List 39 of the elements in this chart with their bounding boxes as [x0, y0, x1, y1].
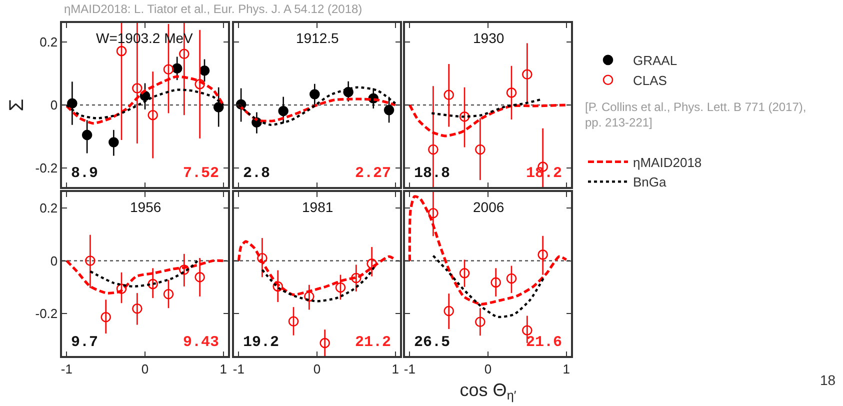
annotation: 2.8	[243, 165, 270, 182]
text: [P. Collins et al., Phys. Lett. B 771 (2017), pp. 213-221]	[585, 100, 806, 130]
x-tick-label: 0	[313, 361, 321, 376]
x-tick-label: -1	[232, 361, 244, 376]
x-tick-label: 1	[392, 361, 399, 376]
text: 1912.5	[296, 30, 340, 46]
annotation: 2.27	[355, 165, 392, 182]
annotation: 9.43	[183, 334, 220, 351]
legend-label: ηMAID2018	[633, 154, 702, 170]
y-tick-label: -0.2	[35, 160, 58, 176]
annotation: 8.9	[71, 165, 98, 182]
x-axis-title: cos Θ$_{η′}$	[460, 380, 517, 403]
x-tick-label: -1	[404, 361, 416, 376]
y-tick-label: 0	[50, 98, 58, 113]
legend-label: CLAS	[633, 72, 668, 88]
y-tick-label: 0	[50, 253, 58, 268]
annotation: 19.2	[243, 334, 280, 351]
text: 2006	[473, 199, 504, 215]
x-tick-label: 1	[562, 361, 570, 376]
text: ηMAID2018: L. Tiator et al., Eur. Phys. J. A 54.12 (2018)	[64, 2, 362, 16]
x-tick-label: 0	[484, 361, 492, 376]
annotation: 26.5	[414, 334, 450, 351]
y-axis-title: Σ	[6, 98, 28, 112]
y-tick-label: -0.2	[35, 306, 58, 322]
y-tick-label: 0.2	[40, 34, 58, 50]
x-tick-label: 0	[141, 361, 149, 376]
text: 1930	[473, 30, 504, 46]
text: 1981	[302, 199, 334, 215]
x-tick-label: 1	[220, 361, 227, 376]
annotation: 9.7	[71, 334, 98, 351]
annotation: 21.2	[355, 334, 392, 351]
x-tick-label: -1	[60, 361, 72, 376]
legend-label: GRAAL	[633, 53, 678, 68]
legend-label: BnGa	[633, 174, 668, 190]
text: 1956	[130, 199, 162, 215]
annotation: 21.6	[526, 334, 562, 351]
text: 18	[820, 372, 836, 388]
y-tick-label: 0.2	[40, 200, 58, 216]
annotation: 7.52	[183, 165, 220, 182]
